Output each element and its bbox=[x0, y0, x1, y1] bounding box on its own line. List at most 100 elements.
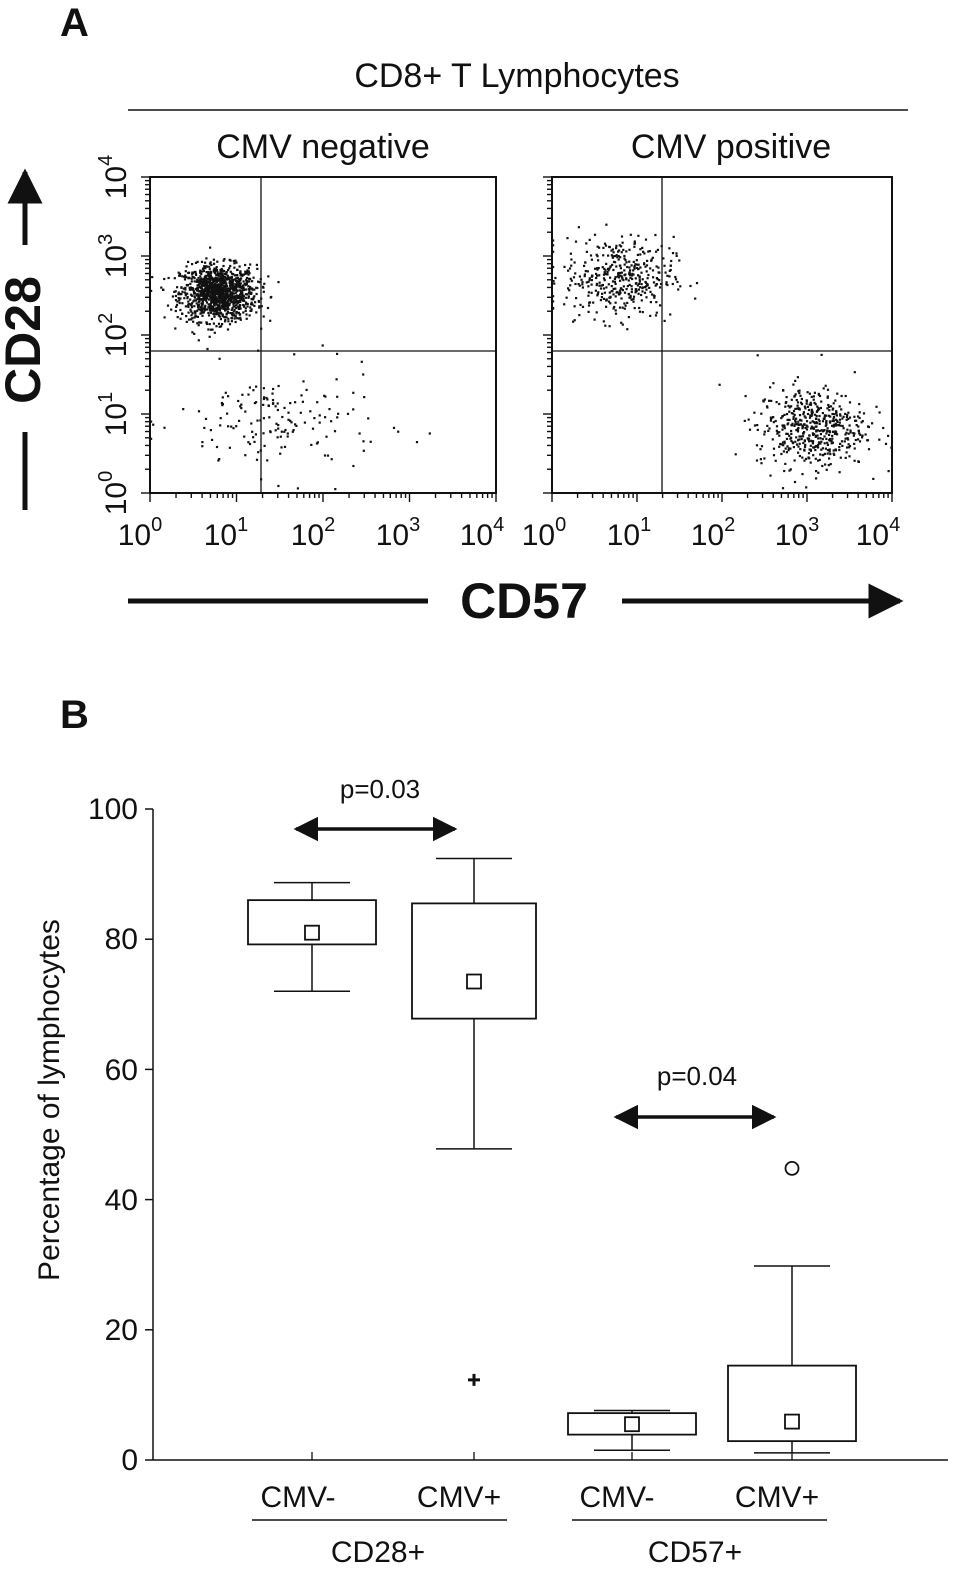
flow-event-dot bbox=[780, 417, 783, 420]
flow-event-dot bbox=[161, 288, 165, 291]
flow-event-dot bbox=[790, 432, 793, 435]
flow-event-dot bbox=[223, 285, 226, 288]
flow-event-dot bbox=[767, 429, 770, 432]
flow-event-dot bbox=[238, 265, 241, 268]
flow-event-dot bbox=[831, 437, 834, 440]
flow-event-dot bbox=[827, 464, 830, 467]
flow-event-dot bbox=[255, 286, 258, 289]
flow-event-dot bbox=[323, 394, 326, 397]
flow-event-dot bbox=[195, 280, 198, 283]
flow-event-dot bbox=[189, 318, 193, 321]
flow-event-dot bbox=[219, 288, 222, 292]
flow-event-dot bbox=[778, 445, 781, 448]
flow-event-dot bbox=[820, 353, 823, 356]
flow-event-dot bbox=[246, 302, 249, 305]
flow-event-dot bbox=[650, 293, 654, 296]
flow-event-dot bbox=[336, 395, 339, 398]
flow-event-dot bbox=[242, 273, 245, 276]
flow-event-dot bbox=[217, 322, 221, 325]
flow-event-dot bbox=[177, 291, 180, 294]
flow-event-dot bbox=[678, 259, 681, 262]
flow-event-dot bbox=[221, 303, 224, 306]
flow-event-dot bbox=[174, 299, 178, 302]
flow-event-dot bbox=[208, 323, 211, 326]
flow-event-dot bbox=[179, 274, 182, 277]
flow-event-dot bbox=[624, 259, 627, 262]
flow-event-dot bbox=[858, 411, 861, 414]
flow-event-dot bbox=[240, 298, 243, 301]
y-tick-label: 102 bbox=[95, 313, 133, 358]
flow-event-dot bbox=[849, 431, 852, 434]
flow-event-dot bbox=[614, 312, 618, 315]
flow-event-dot bbox=[796, 404, 799, 407]
panel-a-letter: A bbox=[60, 1, 89, 45]
flow-event-dot bbox=[255, 458, 259, 461]
flow-event-dot bbox=[609, 302, 612, 305]
flow-event-dot bbox=[778, 434, 781, 437]
flow-event-dot bbox=[245, 272, 248, 275]
flow-event-dot bbox=[848, 416, 852, 419]
flow-event-dot bbox=[237, 399, 240, 403]
group-label-cd57-cmv-pos: CMV+ bbox=[735, 1481, 819, 1514]
flow-event-dot bbox=[627, 279, 630, 282]
flow-event-dot bbox=[196, 322, 199, 325]
flow-event-dot bbox=[650, 259, 653, 262]
flow-event-dot bbox=[215, 284, 219, 287]
flow-event-dot bbox=[219, 275, 222, 278]
flow-event-dot bbox=[243, 304, 246, 307]
flow-event-dot bbox=[200, 260, 204, 263]
flow-event-dot bbox=[788, 469, 791, 472]
flow-event-dot bbox=[214, 269, 218, 272]
flow-event-dot bbox=[845, 451, 848, 454]
flow-event-dot bbox=[793, 480, 797, 484]
flow-event-dot bbox=[585, 281, 588, 284]
flow-event-dot bbox=[283, 445, 287, 448]
flow-event-dot bbox=[832, 430, 835, 433]
flow-event-dot bbox=[227, 294, 230, 297]
flow-event-dot bbox=[222, 264, 225, 268]
flow-event-dot bbox=[197, 305, 200, 308]
flow-event-dot bbox=[301, 400, 304, 403]
flow-event-dot bbox=[802, 413, 805, 416]
flow-event-dot bbox=[796, 430, 800, 433]
flow-event-dot bbox=[817, 471, 820, 474]
flow-event-dot bbox=[171, 295, 174, 298]
flow-event-dot bbox=[824, 384, 827, 387]
flow-event-dot bbox=[625, 277, 628, 280]
flow-event-dot bbox=[607, 269, 610, 272]
flow-event-dot bbox=[577, 283, 580, 286]
flow-event-dot bbox=[786, 445, 789, 448]
flow-event-dot bbox=[217, 300, 220, 303]
p-value-label: p=0.03 bbox=[340, 774, 420, 804]
flow-event-dot bbox=[649, 314, 652, 317]
flow-event-dot bbox=[821, 438, 824, 441]
flow-event-dot bbox=[820, 400, 823, 403]
flow-event-dot bbox=[604, 324, 607, 327]
flow-event-dot bbox=[233, 266, 236, 269]
flow-event-dot bbox=[243, 299, 246, 302]
flow-event-dot bbox=[258, 305, 261, 308]
flow-event-dot bbox=[215, 306, 218, 309]
y-tick-label: 20 bbox=[105, 1314, 138, 1347]
flow-event-dot bbox=[597, 259, 600, 262]
flow-event-dot bbox=[650, 258, 653, 261]
flow-event-dot bbox=[203, 265, 206, 268]
flow-plot-cmv-positive bbox=[543, 176, 893, 502]
flow-event-dot bbox=[252, 389, 255, 392]
flow-event-dot bbox=[234, 296, 237, 299]
box-iqr bbox=[411, 902, 537, 1020]
flow-event-dot bbox=[596, 255, 599, 258]
category-label-cd28: CD28+ bbox=[331, 1536, 425, 1569]
y-tick-labels: 0 20 40 60 80 100 bbox=[88, 793, 138, 1477]
flow-event-dot bbox=[785, 451, 788, 454]
flow-event-dot bbox=[214, 308, 217, 311]
panel-a-header: CD8+ T Lymphocytes bbox=[354, 57, 679, 95]
flow-event-dot bbox=[615, 244, 618, 247]
flow-event-dot bbox=[200, 278, 203, 282]
flow-event-dot bbox=[806, 391, 809, 394]
flow-event-dot bbox=[221, 272, 224, 275]
flow-event-dot bbox=[198, 285, 201, 289]
flow-event-dot bbox=[816, 405, 819, 408]
flow-event-dot bbox=[272, 402, 275, 405]
flow-event-dot bbox=[796, 376, 799, 379]
